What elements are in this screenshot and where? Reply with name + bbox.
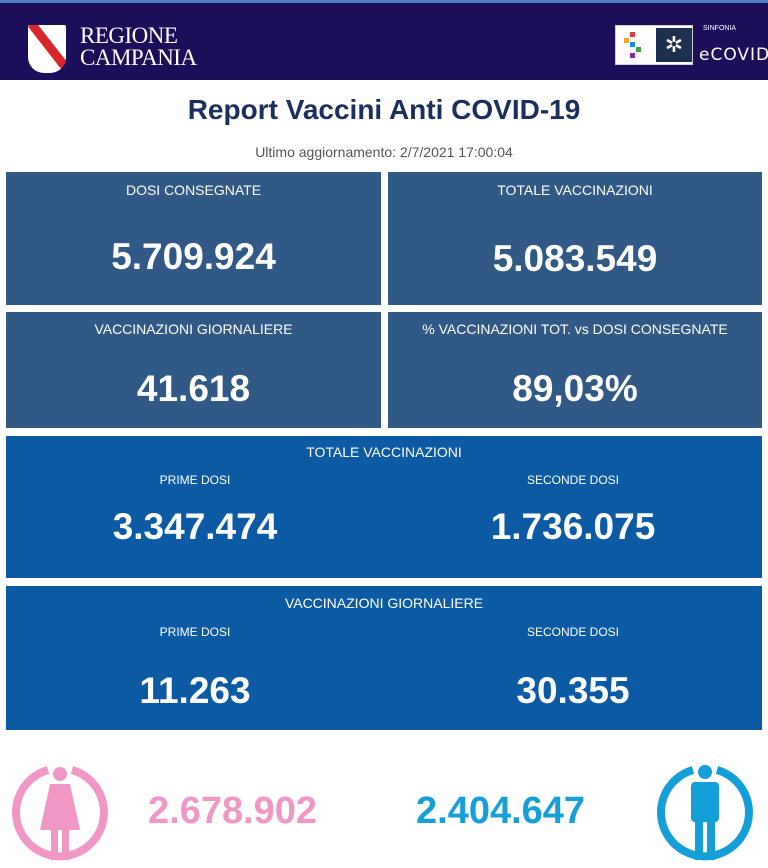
card-totale-vaccinazioni: TOTALE VACCINAZIONI 5.083.549 bbox=[388, 172, 762, 305]
card-dosi-consegnate: DOSI CONSEGNATE 5.709.924 bbox=[6, 172, 381, 305]
card-vaccinazioni-giornaliere: VACCINAZIONI GIORNALIERE 41.618 bbox=[6, 312, 381, 428]
seconde-dosi-label: SECONDE DOSI bbox=[526, 473, 619, 487]
card-percentuale: % VACCINAZIONI TOT. vs DOSI CONSEGNATE 8… bbox=[388, 312, 762, 428]
page-title: Report Vaccini Anti COVID-19 bbox=[187, 94, 581, 125]
male-icon bbox=[657, 765, 753, 861]
card-label: TOTALE VACCINAZIONI bbox=[497, 182, 653, 198]
card-value: 5.709.924 bbox=[111, 236, 276, 277]
card-value: 5.083.549 bbox=[492, 238, 658, 279]
virus-icon: ✲ bbox=[656, 28, 692, 62]
card-label: VACCINAZIONI GIORNALIERE bbox=[94, 321, 293, 337]
prime-dosi-value: 11.263 bbox=[139, 670, 251, 711]
female-count: 2.678.902 bbox=[148, 790, 318, 832]
brand-line2: CAMPANIA bbox=[80, 45, 197, 70]
panel-vaccinazioni-giornaliere: VACCINAZIONI GIORNALIERE PRIME DOSI SECO… bbox=[6, 586, 762, 730]
prime-dosi-value: 3.347.474 bbox=[112, 506, 278, 547]
seconde-dosi-value: 1.736.075 bbox=[490, 506, 656, 547]
sinfonia-dots-icon bbox=[624, 32, 641, 58]
region-brand: REGIONE CAMPANIA bbox=[80, 23, 197, 70]
brand-line1: REGIONE bbox=[80, 23, 178, 48]
prime-dosi-label: PRIME DOSI bbox=[159, 625, 231, 639]
last-update: Ultimo aggiornamento: 2/7/2021 17:00:04 bbox=[255, 144, 513, 160]
panel-label: VACCINAZIONI GIORNALIERE bbox=[284, 595, 484, 611]
panel-label: TOTALE VACCINAZIONI bbox=[306, 444, 462, 460]
female-icon bbox=[12, 766, 108, 861]
panel-totale-vaccinazioni: TOTALE VACCINAZIONI PRIME DOSI SECONDE D… bbox=[6, 436, 762, 578]
prime-dosi-label: PRIME DOSI bbox=[159, 473, 231, 487]
top-border bbox=[0, 0, 768, 3]
card-label: DOSI CONSEGNATE bbox=[125, 182, 262, 198]
card-label: % VACCINAZIONI TOT. vs DOSI CONSEGNATE bbox=[422, 321, 728, 337]
card-value: 41.618 bbox=[136, 368, 251, 409]
male-count: 2.404.647 bbox=[416, 790, 586, 832]
partner-small: SINFONIA bbox=[703, 25, 737, 32]
seconde-dosi-label: SECONDE DOSI bbox=[526, 625, 619, 639]
header: REGIONE CAMPANIA ✲ SINFONIA eCOVID bbox=[0, 3, 768, 80]
seconde-dosi-value: 30.355 bbox=[516, 670, 630, 711]
card-value: 89,03% bbox=[512, 368, 638, 409]
campania-shield-logo bbox=[28, 25, 66, 73]
sinfonia-logo: ✲ bbox=[615, 25, 693, 65]
partner-name: eCOVID bbox=[699, 45, 768, 65]
